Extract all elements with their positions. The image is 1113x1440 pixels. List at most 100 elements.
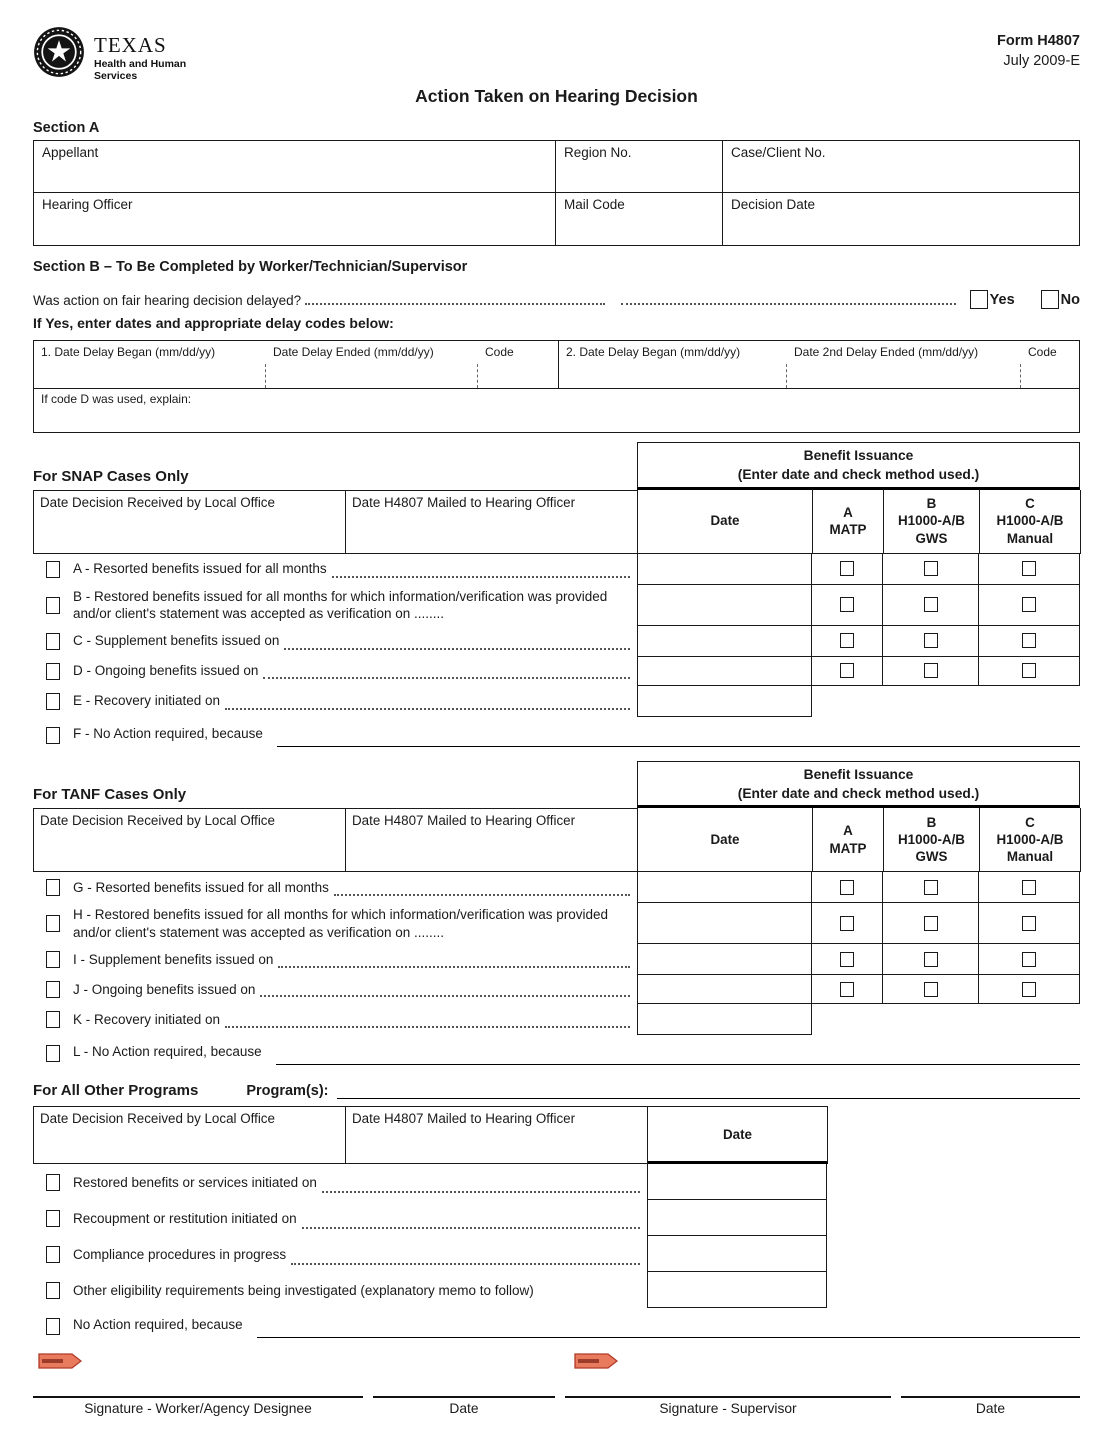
delay1-began-cell[interactable]: 1. Date Delay Began (mm/dd/yy) xyxy=(34,341,266,388)
delay1-ended-cell[interactable]: Date Delay Ended (mm/dd/yy) xyxy=(266,341,478,388)
snap-section-title: For SNAP Cases Only xyxy=(33,467,189,485)
tanf-i-date-cell[interactable] xyxy=(637,944,812,976)
dotted-leader xyxy=(260,995,630,998)
if-yes-instruction: If Yes, enter dates and appropriate dela… xyxy=(33,315,394,331)
delay2-ended-cell[interactable]: Date 2nd Delay Ended (mm/dd/yy) xyxy=(787,341,1021,388)
tanf-g-checkbox[interactable] xyxy=(46,879,60,897)
op-no-action-checkbox[interactable] xyxy=(46,1318,60,1336)
op-compliance-date-cell[interactable] xyxy=(647,1236,827,1273)
snap-d-gws-checkbox[interactable] xyxy=(923,663,938,679)
snap-c-matp-checkbox[interactable] xyxy=(840,633,854,649)
tanf-j-matp-checkbox[interactable] xyxy=(840,981,854,997)
code-d-explain-cell[interactable]: If code D was used, explain: xyxy=(34,388,1079,432)
tanf-g-date-cell[interactable] xyxy=(637,872,812,904)
delay1-ended-label: Date Delay Ended (mm/dd/yy) xyxy=(273,345,434,359)
snap-d-checkbox[interactable] xyxy=(46,662,60,680)
tanf-row-g: G - Resorted benefits issued for all mon… xyxy=(33,872,1080,904)
tanf-h-matp-checkbox[interactable] xyxy=(840,915,854,931)
tanf-g-matp-checkbox[interactable] xyxy=(840,879,854,895)
decision-date-cell[interactable]: Decision Date xyxy=(723,193,1081,245)
tanf-i-checkbox[interactable] xyxy=(46,951,60,969)
snap-f-checkbox[interactable] xyxy=(46,726,60,744)
snap-a-manual-checkbox[interactable] xyxy=(1022,561,1036,577)
snap-e-date-cell[interactable] xyxy=(637,685,812,717)
tanf-i-manual-checkbox[interactable] xyxy=(1022,951,1036,967)
snap-b-checkbox[interactable] xyxy=(46,596,60,614)
op-other-eligibility-date-cell[interactable] xyxy=(647,1272,827,1309)
worker-date-line[interactable]: Date xyxy=(373,1396,555,1416)
mail-code-cell[interactable]: Mail Code xyxy=(556,193,723,245)
snap-col-mailed: Date H4807 Mailed to Hearing Officer xyxy=(346,489,638,554)
snap-c-gws-checkbox[interactable] xyxy=(923,633,938,649)
tanf-h-checkbox[interactable] xyxy=(46,915,60,933)
tanf-k-checkbox[interactable] xyxy=(46,1011,60,1029)
snap-d-matp-checkbox[interactable] xyxy=(840,663,854,679)
op-no-action-reason-line[interactable] xyxy=(256,1317,1080,1339)
tanf-k-date-cell[interactable] xyxy=(637,1004,812,1036)
snap-d-manual-checkbox[interactable] xyxy=(1022,663,1036,679)
snap-a-checkbox[interactable] xyxy=(46,560,60,578)
texas-hhs-seal-icon xyxy=(34,27,84,77)
snap-c-label: C - Supplement benefits issued on xyxy=(73,633,280,649)
tanf-h-date-cell[interactable] xyxy=(637,903,812,945)
tanf-i-matp-checkbox[interactable] xyxy=(840,951,854,967)
op-restored-checkbox[interactable] xyxy=(46,1173,60,1191)
delayed-no-checkbox[interactable] xyxy=(1040,290,1059,309)
tanf-j-gws-checkbox[interactable] xyxy=(923,981,938,997)
delay2-ended-label: Date 2nd Delay Ended (mm/dd/yy) xyxy=(794,345,979,359)
delay-question-label: Was action on fair hearing decision dela… xyxy=(33,293,302,308)
benefit-issuance-subtitle: (Enter date and check method used.) xyxy=(737,785,980,801)
tanf-l-checkbox[interactable] xyxy=(46,1045,60,1063)
worker-signature-line[interactable]: Signature - Worker/Agency Designee xyxy=(33,1396,363,1416)
snap-row-a: A - Resorted benefits issued for all mon… xyxy=(33,553,1080,585)
op-recoupment-date-cell[interactable] xyxy=(647,1200,827,1237)
delay2-began-cell[interactable]: 2. Date Delay Began (mm/dd/yy) xyxy=(559,341,787,388)
op-recoupment-checkbox[interactable] xyxy=(46,1209,60,1227)
snap-c-checkbox[interactable] xyxy=(46,632,60,650)
snap-a-gws-checkbox[interactable] xyxy=(923,561,938,577)
tanf-i-gws-checkbox[interactable] xyxy=(923,951,938,967)
op-other-eligibility-checkbox[interactable] xyxy=(46,1281,60,1299)
delay1-code-cell[interactable]: Code xyxy=(478,341,558,388)
snap-d-date-cell[interactable] xyxy=(637,656,812,686)
tanf-j-date-cell[interactable] xyxy=(637,975,812,1005)
case-client-no-cell[interactable]: Case/Client No. xyxy=(723,141,1081,192)
snap-b-manual-checkbox[interactable] xyxy=(1022,597,1036,613)
snap-c-manual-checkbox[interactable] xyxy=(1022,633,1036,649)
tanf-g-gws-checkbox[interactable] xyxy=(923,879,938,895)
snap-a-matp-checkbox[interactable] xyxy=(840,561,854,577)
dotted-leader xyxy=(333,894,630,897)
snap-c-date-cell[interactable] xyxy=(637,625,812,657)
snap-b-gws-checkbox[interactable] xyxy=(923,597,938,613)
snap-f-reason-line[interactable] xyxy=(276,726,1080,747)
snap-a-date-cell[interactable] xyxy=(637,553,812,585)
tanf-h-gws-checkbox[interactable] xyxy=(923,915,938,931)
section-a-heading: Section A xyxy=(33,120,100,136)
delayed-yes-checkbox[interactable] xyxy=(969,290,988,309)
supervisor-signature-line[interactable]: Signature - Supervisor xyxy=(565,1396,891,1416)
op-compliance-checkbox[interactable] xyxy=(46,1245,60,1263)
appellant-cell[interactable]: Appellant xyxy=(34,141,556,192)
tanf-j-checkbox[interactable] xyxy=(46,981,60,999)
tanf-h-manual-checkbox[interactable] xyxy=(1022,915,1036,931)
tanf-l-reason-line[interactable] xyxy=(275,1044,1080,1066)
supervisor-date-line[interactable]: Date xyxy=(901,1396,1080,1416)
op-restored-date-cell[interactable] xyxy=(647,1164,827,1201)
snap-b-matp-checkbox[interactable] xyxy=(840,597,854,613)
region-no-cell[interactable]: Region No. xyxy=(556,141,723,192)
programs-input-line[interactable] xyxy=(336,1083,1080,1100)
tanf-g-manual-checkbox[interactable] xyxy=(1022,879,1036,895)
snap-b-date-cell[interactable] xyxy=(637,584,812,626)
op-col-received: Date Decision Received by Local Office xyxy=(34,1106,346,1165)
tanf-j-manual-checkbox[interactable] xyxy=(1022,981,1036,997)
snap-e-checkbox[interactable] xyxy=(46,692,60,710)
hearing-officer-label: Hearing Officer xyxy=(42,197,133,212)
supervisor-signature-label: Signature - Supervisor xyxy=(659,1401,797,1417)
form-revision: July 2009-E xyxy=(1003,52,1080,69)
op-col-mailed: Date H4807 Mailed to Hearing Officer xyxy=(346,1106,648,1165)
op-row-restored: Restored benefits or services initiated … xyxy=(33,1164,827,1201)
delay1-began-label: 1. Date Delay Began (mm/dd/yy) xyxy=(41,345,216,359)
region-no-label: Region No. xyxy=(564,145,632,160)
delay2-code-cell[interactable]: Code xyxy=(1021,341,1079,388)
hearing-officer-cell[interactable]: Hearing Officer xyxy=(34,193,556,245)
